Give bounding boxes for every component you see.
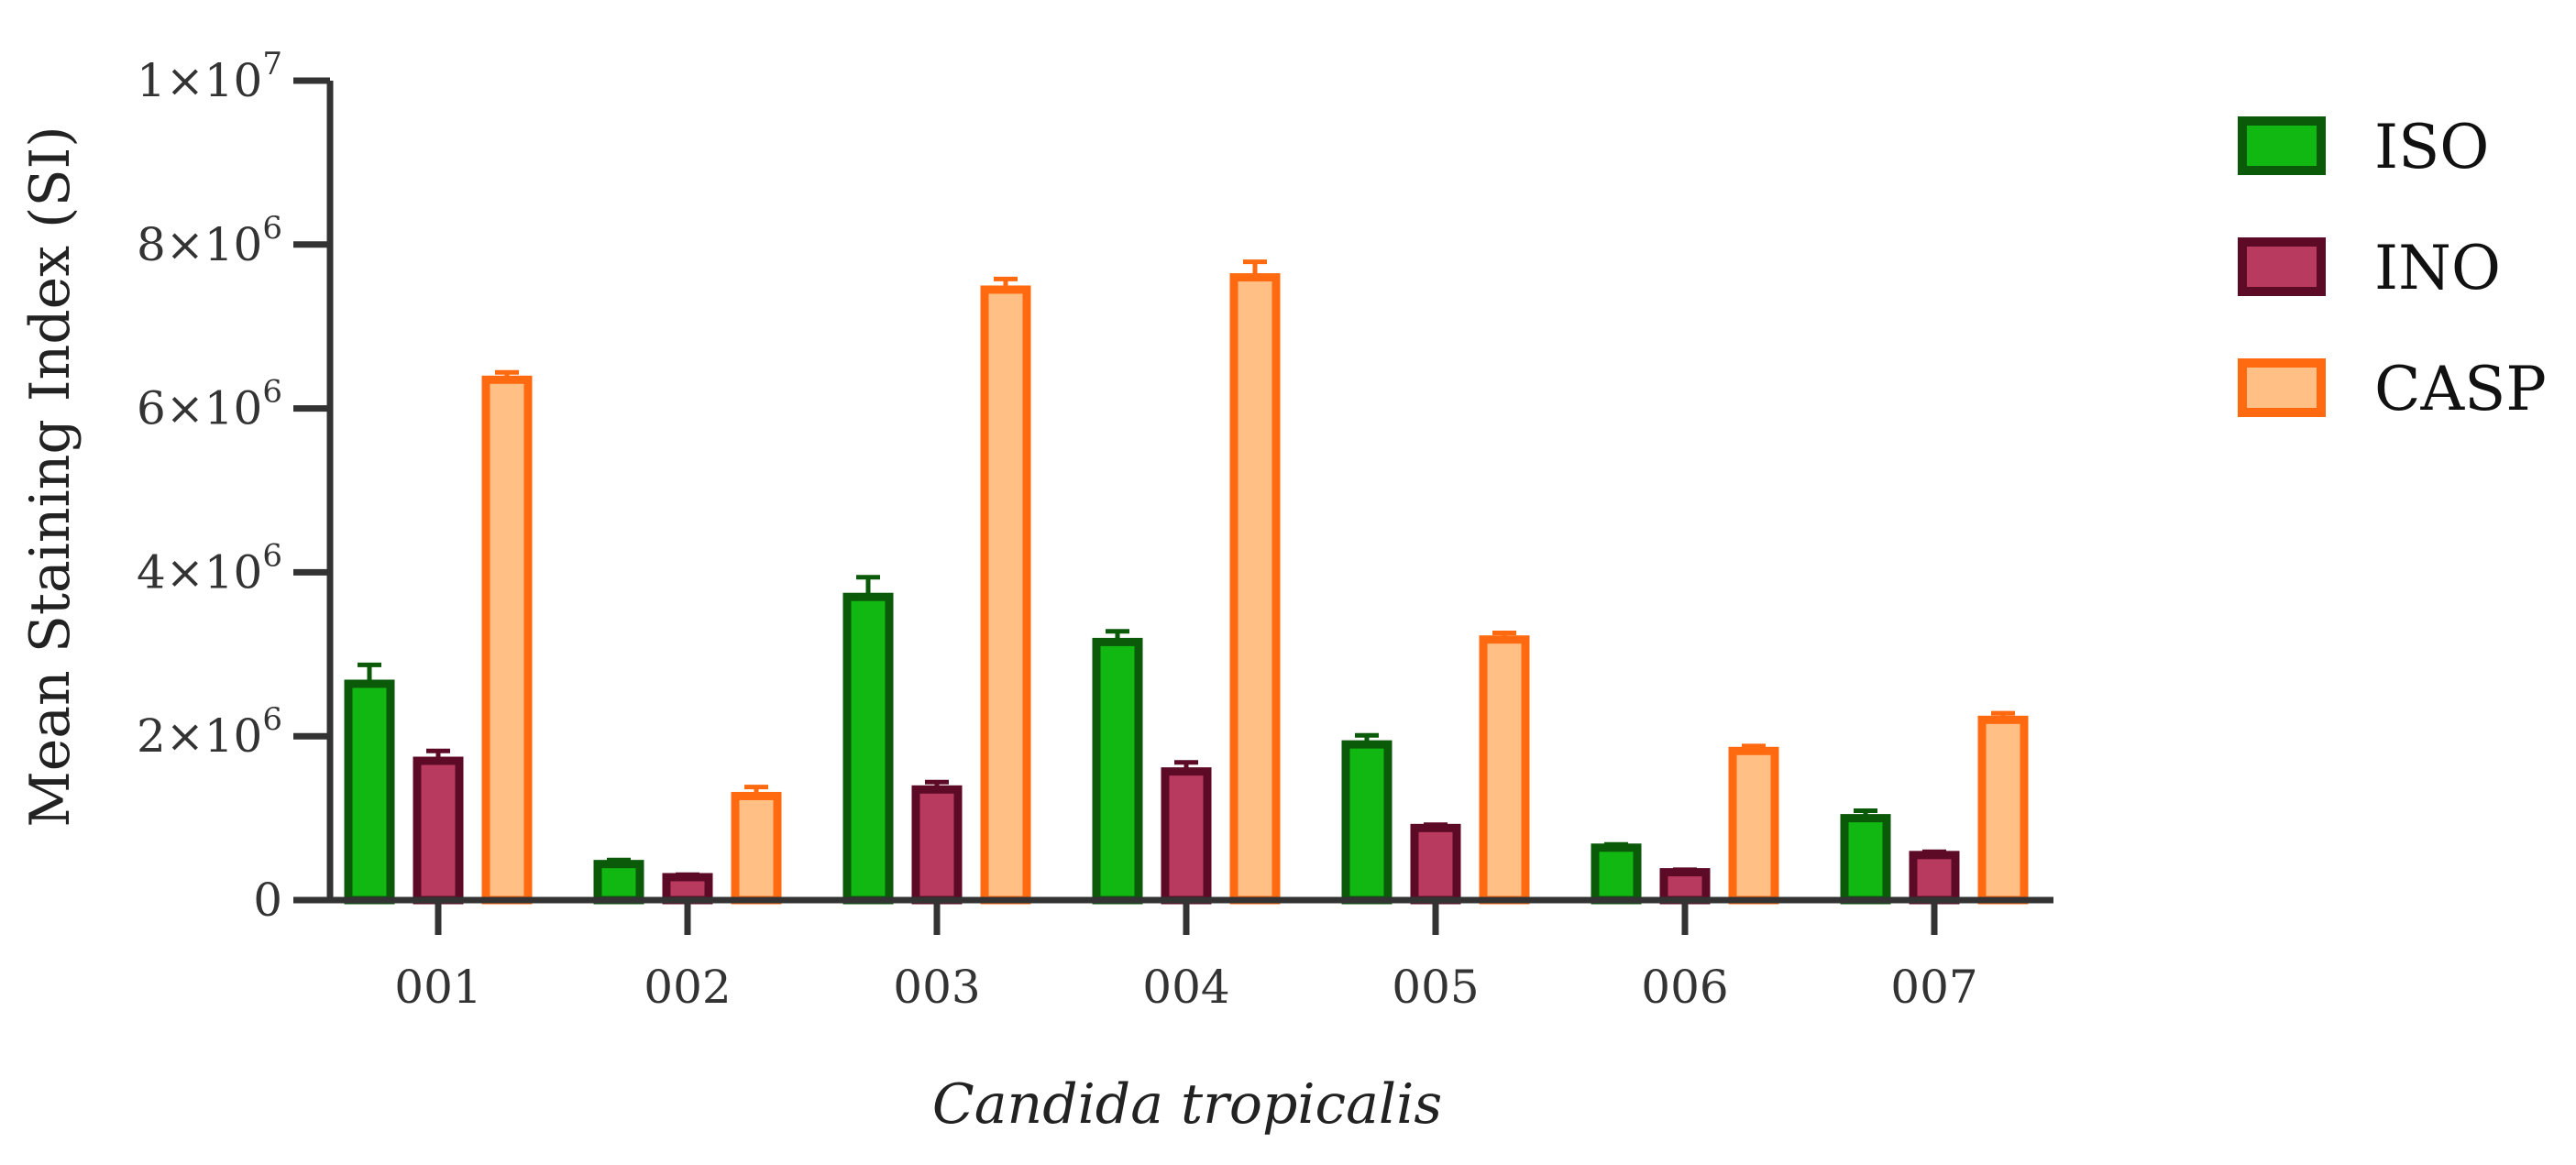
- x-axis: 001 002 003 004 005 006 007: [293, 896, 2053, 1014]
- legend-swatch: [2238, 116, 2326, 175]
- bar-ino-006: [1659, 868, 1711, 905]
- y-axis: 0 2×106 4×106 6×106 8×106 1×107: [137, 46, 334, 927]
- legend-label: ISO: [2374, 112, 2489, 182]
- bars-layer: [344, 259, 2029, 905]
- bar-iso-001: [344, 679, 395, 905]
- y-tick-label: 4×106: [137, 537, 282, 599]
- bar-iso-004: [1092, 637, 1143, 905]
- y-tick-label: 1×107: [137, 46, 282, 107]
- x-tick-label: 002: [644, 961, 731, 1014]
- bar-casp-004: [1229, 273, 1281, 905]
- legend-item-ino: INO: [2238, 233, 2501, 303]
- y-tick-label: 2×106: [137, 701, 282, 763]
- bar-iso-005: [1341, 740, 1393, 905]
- legend-label: INO: [2374, 233, 2501, 303]
- y-tick-label: 6×106: [137, 374, 282, 435]
- x-tick-label: 004: [1142, 961, 1229, 1014]
- bar-ino-002: [662, 873, 713, 905]
- bar-casp-001: [481, 375, 533, 905]
- bar-casp-002: [731, 791, 782, 905]
- bar-casp-007: [1977, 715, 2029, 905]
- legend-swatch: [2238, 237, 2326, 296]
- bar-ino-001: [413, 756, 464, 905]
- bar-iso-002: [593, 860, 644, 905]
- bar-casp-003: [980, 285, 1031, 905]
- x-tick-label: 006: [1641, 961, 1728, 1014]
- legend-label: CASP: [2374, 354, 2547, 424]
- x-tick-label: 003: [893, 961, 980, 1014]
- legend: ISO INO CASP: [2238, 112, 2547, 424]
- bar-ino-004: [1161, 767, 1212, 905]
- bar-casp-005: [1479, 635, 1530, 905]
- bar-ino-003: [911, 785, 963, 905]
- bar-casp-006: [1728, 746, 1779, 905]
- bar-ino-005: [1410, 823, 1461, 905]
- bar-iso-007: [1840, 814, 1891, 905]
- bar-ino-007: [1909, 851, 1960, 905]
- legend-item-casp: CASP: [2238, 354, 2547, 424]
- y-axis-title: Mean Staining Index (SI): [18, 126, 83, 827]
- x-tick-label: 001: [394, 961, 481, 1014]
- bar-iso-006: [1591, 843, 1642, 905]
- bar-iso-003: [842, 592, 894, 905]
- legend-swatch: [2238, 358, 2326, 417]
- x-axis-title: Candida tropicalis: [932, 1072, 1442, 1137]
- y-tick-label: 8×106: [137, 210, 282, 271]
- legend-item-iso: ISO: [2238, 112, 2489, 182]
- y-tick-label: 0: [253, 874, 282, 927]
- x-tick-label: 007: [1890, 961, 1977, 1014]
- x-tick-label: 005: [1392, 961, 1479, 1014]
